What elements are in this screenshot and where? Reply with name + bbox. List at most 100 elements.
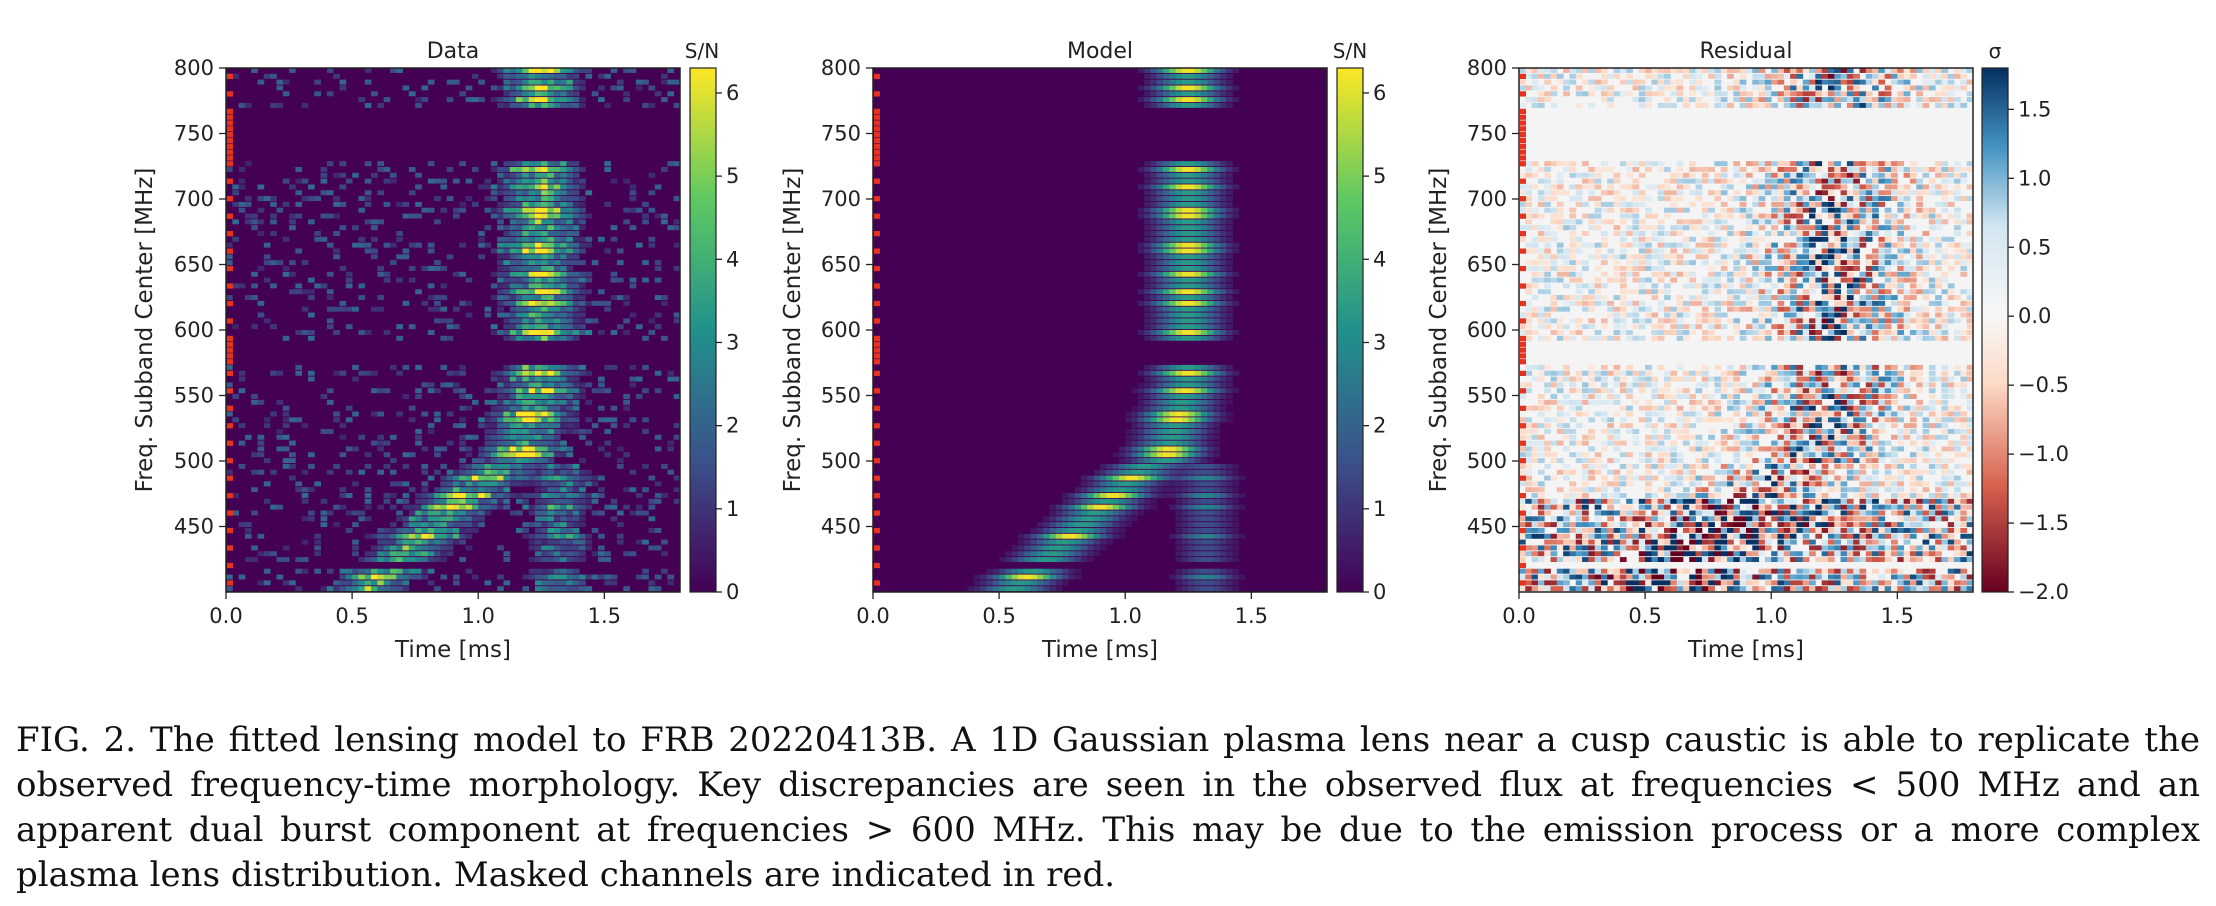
masked-channel-marker: [874, 108, 880, 114]
colorbar-tick-label: 2: [726, 414, 739, 438]
heatmap-cell: [1966, 219, 1974, 225]
heatmap-cell: [1670, 190, 1678, 196]
heatmap-cell: [232, 184, 240, 190]
heatmap-cell: [1777, 184, 1785, 190]
heatmap-cell: [1537, 213, 1545, 219]
heatmap-cell: [629, 376, 637, 382]
heatmap-cell: [673, 102, 681, 108]
heatmap-cell: [1106, 487, 1114, 493]
heatmap-cell: [579, 318, 586, 324]
heatmap-cell: [345, 568, 353, 574]
heatmap-cell: [560, 213, 567, 219]
heatmap-cell: [1796, 231, 1804, 236]
heatmap-cell: [648, 318, 656, 324]
heatmap-cell: [522, 388, 530, 394]
heatmap-cell: [1928, 68, 1936, 73]
heatmap-cell: [509, 312, 517, 318]
heatmap-cell: [434, 452, 441, 458]
heatmap-cell: [1796, 178, 1804, 184]
heatmap-cell: [1194, 79, 1202, 85]
heatmap-cell: [295, 330, 303, 335]
heatmap-cell: [553, 271, 561, 277]
heatmap-cell: [1582, 161, 1589, 167]
heatmap-cell: [528, 190, 536, 196]
heatmap-cell: [516, 254, 523, 260]
heatmap-cell: [654, 545, 662, 551]
heatmap-cell: [238, 463, 246, 469]
heatmap-cell: [1771, 161, 1778, 167]
heatmap-cell: [1670, 79, 1678, 85]
heatmap-cell: [1809, 161, 1816, 167]
heatmap-cell: [497, 399, 504, 405]
heatmap-cell: [434, 557, 441, 563]
heatmap-cell: [1746, 207, 1753, 213]
heatmap-cell: [352, 510, 359, 516]
heatmap-cell: [478, 236, 485, 242]
heatmap-cell: [396, 277, 403, 283]
heatmap-cell: [1144, 411, 1151, 417]
heatmap-cell: [1150, 440, 1158, 446]
masked-channel-marker: [227, 318, 233, 324]
heatmap-cell: [585, 190, 593, 196]
heatmap-cell: [547, 382, 555, 388]
heatmap-cell: [1213, 190, 1221, 196]
heatmap-cell: [459, 161, 467, 167]
heatmap-cell: [1670, 207, 1678, 213]
heatmap-cell: [459, 364, 467, 370]
heatmap-cell: [1922, 102, 1930, 108]
heatmap-cell: [1525, 225, 1533, 231]
heatmap-cell: [1645, 68, 1652, 73]
heatmap-cell: [1213, 487, 1221, 493]
heatmap-cell: [980, 574, 987, 580]
heatmap-cell: [1150, 219, 1158, 225]
heatmap-cell: [320, 236, 328, 242]
heatmap-cell: [553, 533, 561, 539]
heatmap-cell: [1777, 265, 1785, 271]
heatmap-cell: [352, 539, 359, 545]
heatmap-cell: [1834, 242, 1841, 248]
heatmap-cell: [1872, 161, 1879, 167]
heatmap-cell: [1156, 481, 1164, 487]
heatmap-cell: [1188, 312, 1195, 318]
heatmap-cell: [1588, 219, 1596, 225]
heatmap-cell: [1207, 172, 1214, 178]
heatmap-cell: [1802, 91, 1810, 97]
heatmap-cell: [648, 475, 656, 481]
heatmap-cell: [566, 91, 574, 97]
heatmap-cell: [497, 498, 504, 504]
heatmap-cell: [1118, 481, 1126, 487]
heatmap-cell: [528, 574, 536, 580]
heatmap-cell: [1131, 458, 1139, 464]
heatmap-cell: [1188, 539, 1195, 545]
heatmap-cell: [1632, 184, 1640, 190]
heatmap-cell: [516, 271, 523, 277]
heatmap-cell: [1758, 236, 1766, 242]
heatmap-cell: [572, 225, 580, 231]
heatmap-cell: [1638, 248, 1646, 254]
heatmap-cell: [1081, 527, 1088, 533]
heatmap-cell: [1030, 527, 1038, 533]
heatmap-cell: [1834, 102, 1841, 108]
heatmap-cell: [572, 475, 580, 481]
colorbar-label-model: S/N: [1333, 39, 1367, 63]
heatmap-cell: [1651, 91, 1659, 97]
heatmap-cell: [1144, 207, 1151, 213]
heatmap-cell: [1872, 248, 1879, 254]
heatmap-cell: [1207, 516, 1214, 522]
heatmap-cell: [1118, 498, 1126, 504]
heatmap-cell: [1556, 172, 1564, 178]
heatmap-cell: [421, 545, 429, 551]
heatmap-cell: [408, 166, 416, 172]
heatmap-cell: [1556, 178, 1564, 184]
heatmap-cell: [263, 73, 271, 79]
heatmap-cell: [623, 405, 630, 411]
heatmap-cell: [1638, 242, 1646, 248]
heatmap-cell: [1181, 458, 1189, 464]
heatmap-cell: [364, 68, 372, 73]
heatmap-cell: [377, 580, 385, 586]
heatmap-cell: [1897, 207, 1905, 213]
heatmap-cell: [1853, 97, 1860, 103]
heatmap-cell: [1137, 68, 1145, 73]
heatmap-cell: [1062, 568, 1069, 574]
masked-channel-marker: [227, 493, 233, 499]
